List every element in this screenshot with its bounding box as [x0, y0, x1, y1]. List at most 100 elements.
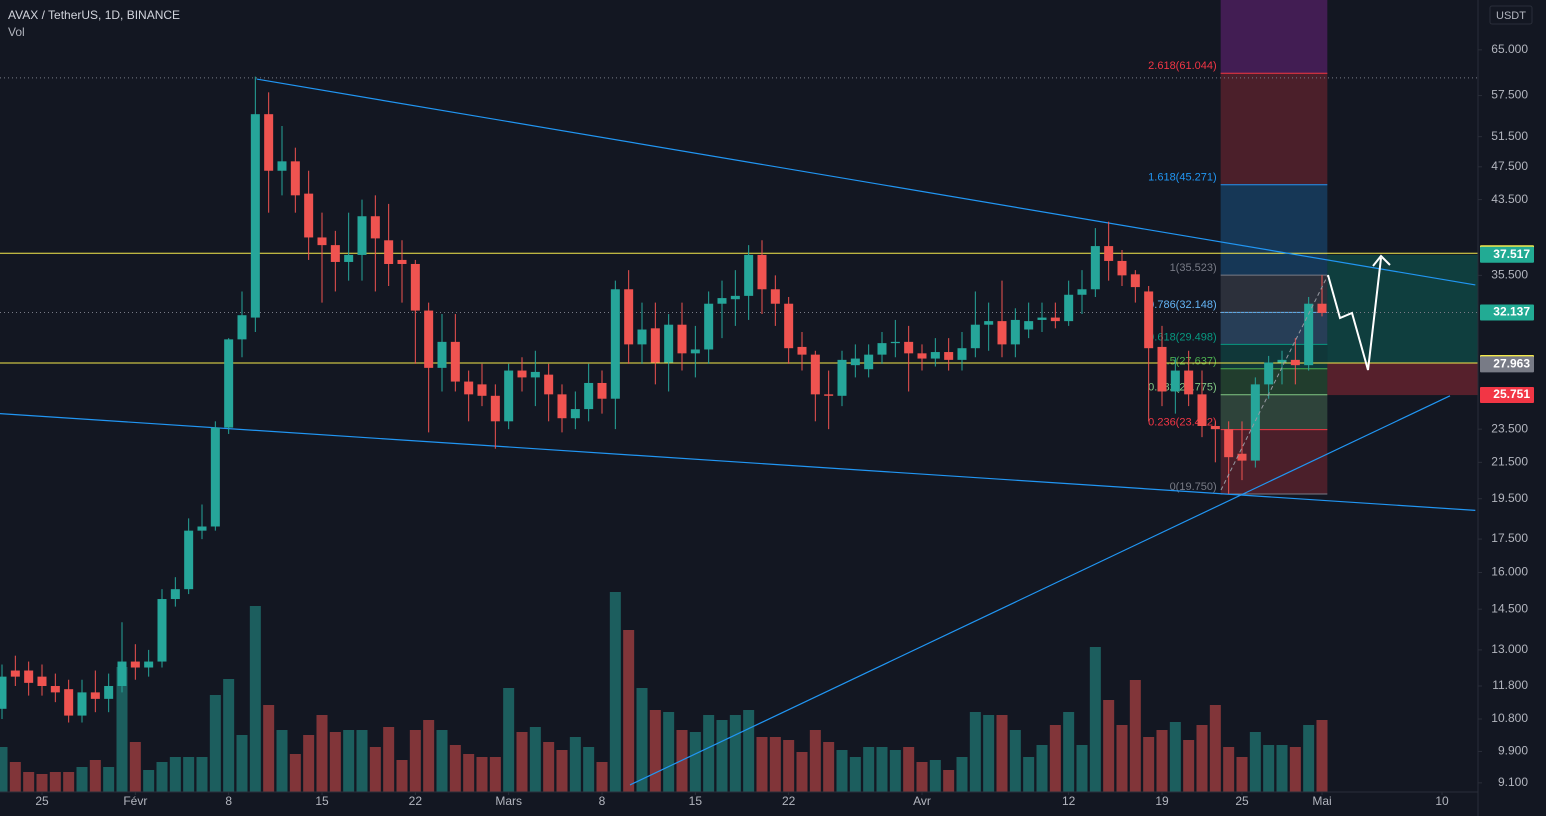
candle-body: [384, 240, 394, 264]
y-tick-label: 9.100: [1498, 775, 1528, 789]
volume-bar: [1063, 712, 1075, 792]
volume-bar: [223, 679, 235, 792]
fib-level-label: 2.618(61.044): [1148, 60, 1217, 72]
volume-bar: [556, 750, 568, 792]
fib-level-label: 0.786(32.148): [1148, 299, 1217, 311]
candle-body: [744, 254, 754, 296]
fib-band: [1220, 184, 1328, 276]
volume-bar: [783, 740, 795, 792]
candle-body: [0, 676, 7, 709]
volume-bar: [436, 730, 448, 792]
candle-body: [77, 692, 87, 716]
price-tag-label: 32.137: [1493, 305, 1530, 319]
candle-body: [1264, 362, 1274, 385]
y-tick-label: 35.500: [1491, 268, 1528, 282]
y-tick-label: 47.500: [1491, 159, 1528, 173]
candle-body: [237, 315, 247, 340]
volume-bar: [596, 762, 608, 792]
candle-body: [1077, 289, 1087, 295]
candle-body: [824, 394, 834, 396]
volume-bar: [449, 745, 461, 792]
candle-body: [970, 324, 980, 349]
candle-body: [1317, 303, 1327, 313]
volume-bar: [1009, 730, 1021, 792]
price-tag-label: 25.751: [1493, 387, 1530, 401]
y-tick-label: 9.900: [1498, 744, 1528, 758]
volume-bar: [1103, 700, 1115, 792]
candle-body: [357, 216, 367, 255]
candle-body: [1144, 291, 1154, 349]
price-tag: [1480, 356, 1534, 373]
candle-body: [677, 324, 687, 354]
candle-body: [264, 114, 274, 171]
volume-bar: [463, 754, 475, 792]
volume-bar: [263, 705, 275, 792]
volume-bar: [169, 757, 181, 792]
projection-path: [1327, 257, 1382, 371]
y-tick-label: 11.800: [1492, 678, 1528, 692]
volume-bar: [863, 747, 875, 792]
candle-body: [757, 254, 767, 290]
candle-body: [197, 526, 207, 531]
volume-bar: [1129, 680, 1141, 792]
candle-body: [730, 295, 740, 300]
volume-bar: [1316, 720, 1328, 792]
volume-bar: [1023, 757, 1035, 792]
candle-body: [210, 427, 220, 527]
volume-bar: [516, 732, 528, 792]
x-tick-label: 25: [1235, 794, 1249, 808]
y-tick-label: 16.000: [1491, 565, 1528, 579]
volume-bar: [943, 770, 955, 792]
candle-body: [1064, 294, 1074, 322]
candle-body: [477, 384, 487, 396]
projection-arrow: [1372, 254, 1391, 267]
candle-body: [437, 341, 447, 368]
volume-bar: [849, 757, 861, 792]
position-loss: [1327, 363, 1478, 396]
y-tick-label: 19.500: [1491, 491, 1528, 505]
volume-bar: [743, 710, 755, 792]
volume-bar: [103, 767, 115, 792]
candle-body: [1184, 370, 1194, 395]
price-tag-label: 37.517: [1493, 247, 1530, 261]
currency-label[interactable]: USDT: [1496, 10, 1526, 22]
candle-body: [170, 589, 180, 600]
candle-body: [704, 303, 714, 350]
volume-bar: [183, 757, 195, 792]
candle-body: [1250, 384, 1260, 461]
volume-bar: [1276, 745, 1288, 792]
fib-level-label: 1(35.523): [1170, 262, 1217, 274]
volume-bar: [383, 727, 395, 792]
volume-bar: [836, 750, 848, 792]
candle-body: [1304, 303, 1314, 366]
volume-bar: [916, 762, 928, 792]
y-tick-label: 43.500: [1491, 192, 1528, 206]
candle-body: [64, 689, 74, 716]
candle-body: [144, 661, 154, 668]
candle-body: [664, 324, 674, 363]
volume-bar: [1289, 747, 1301, 792]
x-tick-label: 19: [1155, 794, 1169, 808]
y-tick-label: 14.500: [1491, 601, 1528, 615]
x-tick-label: 8: [599, 794, 606, 808]
volume-bar: [143, 770, 155, 792]
y-tick-label: 10.800: [1491, 711, 1528, 725]
volume-bar: [889, 750, 901, 792]
volume-bar: [316, 715, 328, 792]
candle-body: [1224, 429, 1234, 458]
x-tick-label: 12: [1062, 794, 1076, 808]
fib-level-label: 1.618(45.271): [1148, 172, 1217, 184]
volume-bar: [623, 630, 635, 792]
volume-bar: [369, 747, 381, 792]
candle-body: [1024, 321, 1034, 330]
candle-body: [290, 161, 300, 196]
volume-bar: [503, 688, 515, 792]
price-tag: [1480, 246, 1534, 263]
volume-bar: [49, 772, 61, 792]
candle-body: [1050, 317, 1060, 322]
volume-bar: [729, 715, 741, 792]
volume-bar: [983, 715, 995, 792]
currency-box[interactable]: [1489, 5, 1533, 25]
candle-body: [1170, 370, 1180, 392]
